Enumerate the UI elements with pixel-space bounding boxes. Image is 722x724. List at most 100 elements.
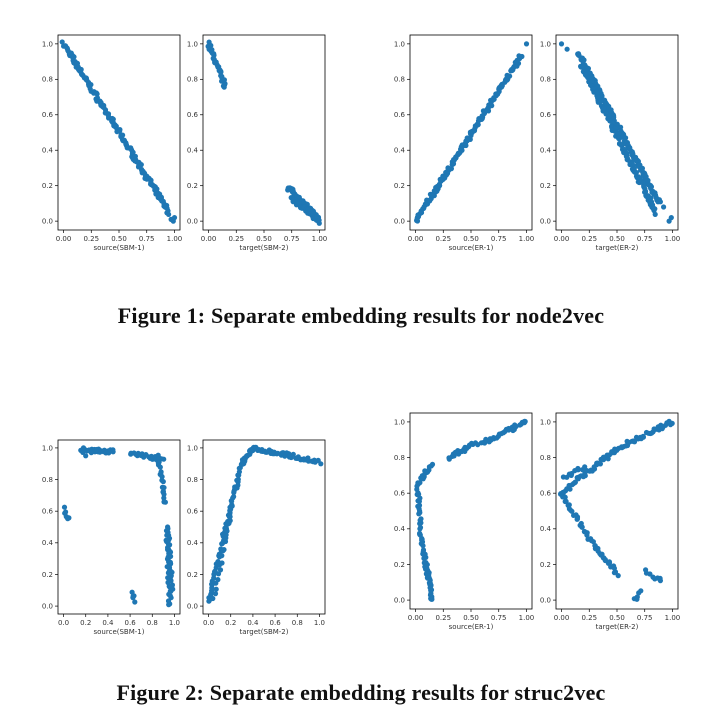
y-tick-label: 0.2 <box>394 561 405 569</box>
scatter-panel-f2-sbm1: 0.0 0.2 0.4 0.6 0.8 1.0 0.0 0.2 0.4 0.6 0.8 1.0 sour… <box>42 439 181 636</box>
y-tick-label: 0.8 <box>540 454 551 462</box>
data-point <box>215 571 222 577</box>
data-point <box>229 503 235 509</box>
data-point <box>227 514 233 520</box>
data-point <box>601 106 607 112</box>
x-tick-label: 0.2 <box>225 619 236 627</box>
data-point <box>566 502 572 508</box>
data-point <box>235 476 241 482</box>
data-point <box>290 451 296 457</box>
data-point <box>161 495 167 501</box>
data-point <box>634 594 640 600</box>
data-point <box>618 142 625 149</box>
data-point <box>83 453 89 459</box>
data-point <box>640 434 647 440</box>
x-tick-label: 0.75 <box>139 235 155 243</box>
data-point <box>429 596 435 602</box>
x-tick-label: 0.25 <box>435 235 451 243</box>
data-point <box>569 508 575 514</box>
data-point <box>615 130 622 137</box>
y-tick-label: 0.6 <box>187 111 199 119</box>
data-point <box>213 586 219 592</box>
x-tick-label: 0.50 <box>609 614 625 622</box>
data-point <box>563 498 569 504</box>
data-point <box>575 467 581 473</box>
x-tick-label: 0.75 <box>491 614 507 622</box>
data-point <box>638 588 644 594</box>
y-tick-label: 0.0 <box>187 602 198 610</box>
data-point <box>88 450 94 456</box>
data-point <box>316 220 322 226</box>
x-tick-label: 1.0 <box>314 619 325 627</box>
data-point <box>160 479 166 485</box>
x-tick-label: 0.6 <box>125 619 137 627</box>
y-tick-label: 1.0 <box>540 40 551 48</box>
data-point <box>652 211 658 217</box>
y-tick-label: 0.8 <box>187 476 198 484</box>
data-point <box>218 73 224 79</box>
x-tick-label: 0.6 <box>270 619 282 627</box>
y-tick-label: 0.0 <box>187 218 198 226</box>
y-tick-label: 0.2 <box>540 182 551 190</box>
data-point <box>637 175 643 181</box>
data-point <box>606 560 613 566</box>
scatter-panel-f1-sbm2: 0.0 0.2 0.4 0.6 0.8 1.0 0.00 0.25 0.50 0.75 1.00 ta… <box>187 34 327 252</box>
data-point <box>562 494 568 500</box>
y-tick-label: 0.8 <box>540 76 551 84</box>
x-tick-label: 0.8 <box>292 619 303 627</box>
y-tick-label: 0.6 <box>394 111 406 119</box>
y-tick-label: 0.8 <box>394 76 405 84</box>
x-tick-label: 0.00 <box>201 235 217 243</box>
x-axis-label: target(ER-2) <box>596 623 639 631</box>
y-tick-label: 1.0 <box>42 40 53 48</box>
y-tick-label: 0.4 <box>187 147 199 155</box>
x-tick-label: 0.4 <box>102 619 114 627</box>
data-point <box>227 508 233 514</box>
data-point <box>519 53 525 60</box>
data-point <box>579 64 585 70</box>
data-point <box>215 577 221 583</box>
x-tick-label: 1.00 <box>519 614 535 622</box>
data-point <box>417 524 424 531</box>
data-point <box>420 547 427 553</box>
scatter-panel-f2-er2: 0.0 0.2 0.4 0.6 0.8 1.0 0.00 0.25 0.50 0.75 1.00 ta… <box>540 412 680 631</box>
data-point <box>437 183 443 189</box>
axes-frame <box>202 439 326 615</box>
x-tick-label: 0.4 <box>247 619 259 627</box>
y-tick-label: 0.2 <box>187 571 198 579</box>
data-point <box>612 569 619 575</box>
data-point <box>318 461 324 467</box>
x-axis-label: source(ER-1) <box>449 623 494 631</box>
data-point <box>210 595 216 602</box>
data-point <box>94 91 100 97</box>
x-axis-label: target(ER-2) <box>596 244 639 252</box>
data-point <box>168 553 174 560</box>
x-tick-label: 1.00 <box>665 235 681 243</box>
data-point <box>564 46 570 52</box>
y-tick-label: 0.2 <box>42 571 53 579</box>
data-point <box>219 553 225 559</box>
x-tick-label: 0.50 <box>111 235 127 243</box>
data-point <box>94 446 100 453</box>
x-tick-label: 0.2 <box>80 619 91 627</box>
data-point <box>568 472 574 478</box>
data-point <box>161 491 167 497</box>
data-point <box>597 99 603 105</box>
y-tick-label: 0.0 <box>42 602 53 610</box>
data-point <box>657 578 664 584</box>
x-tick-label: 0.75 <box>637 235 653 243</box>
data-point <box>416 502 423 508</box>
y-tick-label: 1.0 <box>394 418 405 426</box>
data-point <box>132 599 138 605</box>
y-tick-label: 0.0 <box>540 596 551 604</box>
data-point <box>170 586 176 592</box>
y-tick-label: 0.2 <box>42 182 53 190</box>
data-point <box>162 499 168 505</box>
data-point <box>61 504 68 510</box>
data-point <box>579 524 585 530</box>
data-point <box>167 549 174 555</box>
x-axis-label: target(SBM-2) <box>239 628 288 636</box>
x-tick-label: 0.00 <box>408 235 424 243</box>
data-point <box>661 204 667 210</box>
